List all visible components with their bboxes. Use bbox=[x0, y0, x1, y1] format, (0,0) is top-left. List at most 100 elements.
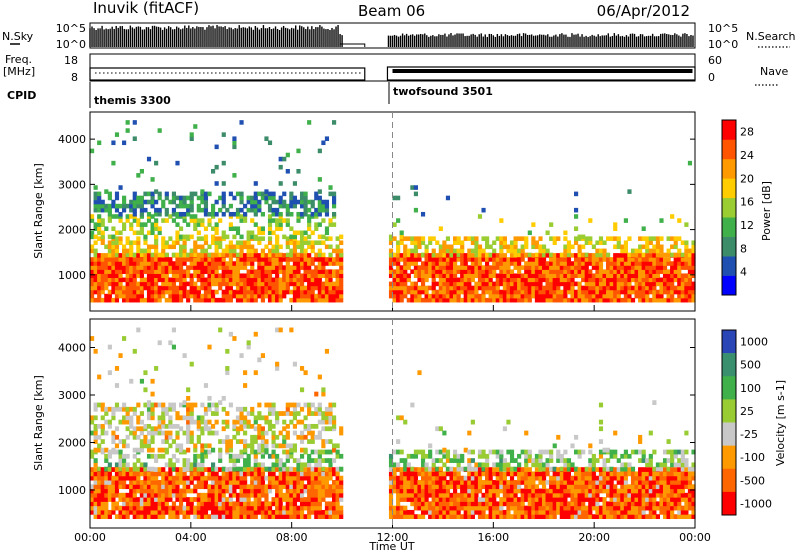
y-tick-label: 1000 bbox=[58, 269, 86, 282]
heatmap-cell bbox=[218, 297, 223, 303]
heatmap-cell bbox=[235, 466, 241, 472]
heatmap-cell bbox=[175, 497, 180, 502]
heatmap-cell bbox=[243, 293, 248, 299]
heatmap-cell bbox=[107, 370, 112, 376]
heatmap-cell bbox=[90, 501, 95, 507]
heatmap-cell bbox=[157, 492, 162, 498]
heatmap-cell bbox=[100, 218, 105, 223]
heatmap-cell bbox=[161, 415, 166, 421]
heatmap-cell bbox=[453, 449, 458, 455]
heatmap-cell bbox=[399, 269, 404, 274]
heatmap-cell bbox=[271, 462, 276, 468]
heatmap-cell bbox=[673, 273, 678, 279]
heatmap-cell bbox=[424, 475, 429, 481]
heatmap-cell bbox=[655, 269, 661, 274]
heatmap-cell bbox=[328, 501, 333, 507]
heatmap-cell bbox=[299, 211, 305, 217]
heatmap-cell bbox=[645, 261, 650, 266]
heatmap-cell bbox=[534, 240, 540, 246]
heatmap-cell bbox=[477, 257, 483, 262]
heatmap-cell bbox=[534, 257, 540, 262]
heatmap-cell bbox=[285, 411, 290, 416]
heatmap-cell bbox=[211, 240, 216, 246]
heatmap-cell bbox=[90, 497, 95, 502]
heatmap-cell bbox=[335, 443, 340, 449]
heatmap-cell bbox=[638, 285, 643, 291]
heatmap-cell bbox=[438, 466, 443, 472]
heatmap-cell bbox=[317, 430, 322, 436]
heatmap-cell bbox=[136, 248, 141, 254]
heatmap-cell bbox=[292, 423, 298, 429]
heatmap-cell bbox=[670, 281, 675, 287]
heatmap-cell bbox=[392, 462, 397, 468]
heatmap-cell bbox=[143, 439, 148, 444]
heatmap-cell bbox=[577, 244, 582, 250]
heatmap-cell bbox=[406, 497, 411, 502]
heatmap-cell bbox=[513, 248, 518, 254]
heatmap-cell bbox=[257, 289, 262, 295]
heatmap-cell bbox=[107, 514, 112, 519]
heatmap-cell bbox=[392, 514, 397, 519]
heatmap-cell bbox=[474, 466, 479, 472]
heatmap-cell bbox=[164, 207, 169, 213]
heatmap-cell bbox=[396, 488, 401, 494]
heatmap-cell bbox=[118, 253, 123, 258]
heatmap-cell bbox=[175, 230, 180, 236]
heatmap-cell bbox=[218, 439, 223, 444]
heatmap-cell bbox=[317, 285, 322, 291]
heatmap-cell bbox=[602, 273, 607, 279]
heatmap-cell bbox=[157, 430, 162, 436]
heatmap-cell bbox=[460, 501, 465, 507]
heatmap-cell bbox=[104, 447, 109, 453]
heatmap-cell bbox=[203, 257, 209, 262]
heatmap-cell bbox=[211, 265, 216, 270]
heatmap-cell bbox=[260, 261, 265, 266]
heatmap-cell bbox=[214, 505, 219, 511]
heatmap-cell bbox=[652, 289, 657, 295]
heatmap-cell bbox=[509, 453, 515, 459]
heatmap-cell bbox=[509, 273, 515, 279]
heatmap-cell bbox=[552, 257, 557, 262]
heatmap-cell bbox=[196, 252, 201, 258]
heatmap-cell bbox=[285, 466, 290, 472]
heatmap-cell bbox=[296, 509, 301, 515]
heatmap-cell bbox=[139, 168, 144, 174]
heatmap-cell bbox=[332, 195, 337, 201]
heatmap-cell bbox=[502, 466, 507, 472]
heatmap-cell bbox=[250, 509, 255, 515]
heatmap-cell bbox=[317, 269, 322, 274]
heatmap-cell bbox=[250, 406, 255, 412]
heatmap-cell bbox=[275, 453, 280, 459]
heatmap-cell bbox=[129, 199, 134, 205]
heatmap-cell bbox=[107, 471, 112, 477]
heatmap-cell bbox=[275, 484, 280, 490]
heatmap-cell bbox=[428, 257, 433, 262]
heatmap-cell bbox=[289, 226, 294, 231]
heatmap-cell bbox=[200, 281, 205, 287]
heatmap-cell bbox=[470, 480, 475, 485]
heatmap-cell bbox=[171, 514, 177, 519]
heatmap-cell bbox=[456, 293, 461, 299]
heatmap-cell bbox=[243, 466, 248, 472]
heatmap-cell bbox=[410, 492, 415, 498]
heatmap-cell bbox=[139, 230, 144, 236]
heatmap-cell bbox=[207, 297, 212, 303]
heatmap-cell bbox=[146, 475, 152, 481]
heatmap-cell bbox=[250, 297, 255, 303]
heatmap-cell bbox=[97, 447, 102, 453]
heatmap-cell bbox=[186, 501, 191, 507]
heatmap-cell bbox=[549, 257, 554, 262]
heatmap-cell bbox=[214, 430, 219, 436]
heatmap-cell bbox=[132, 293, 137, 299]
heatmap-cell bbox=[591, 277, 596, 283]
heatmap-cell bbox=[485, 462, 490, 468]
heatmap-cell bbox=[161, 261, 166, 266]
heatmap-cell bbox=[267, 261, 273, 266]
heatmap-cell bbox=[431, 458, 436, 463]
heatmap-cell bbox=[200, 257, 205, 262]
heatmap-cell bbox=[146, 297, 152, 303]
heatmap-cell bbox=[616, 265, 621, 270]
heatmap-cell bbox=[495, 462, 500, 468]
heatmap-cell bbox=[175, 443, 180, 449]
heatmap-cell bbox=[332, 273, 337, 279]
